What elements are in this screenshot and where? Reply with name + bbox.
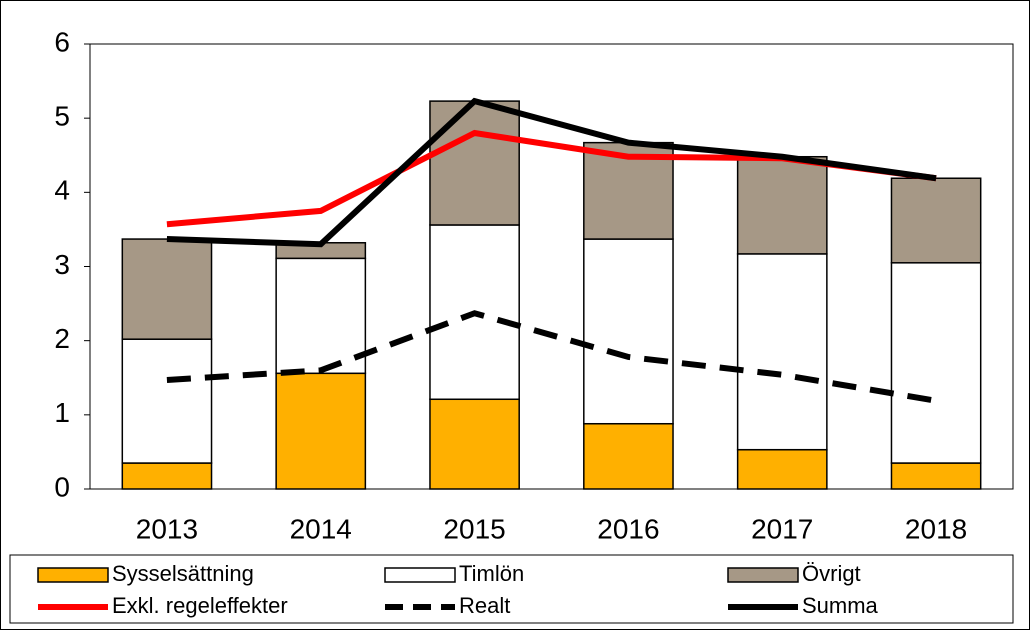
bar-segment xyxy=(736,253,828,451)
x-tick-label: 2014 xyxy=(290,513,352,544)
y-tick-label: 5 xyxy=(54,101,70,132)
y-tick-label: 4 xyxy=(54,175,70,206)
legend-swatch xyxy=(37,567,109,583)
x-tick-label: 2018 xyxy=(905,513,967,544)
legend-swatch xyxy=(384,567,456,583)
line-series xyxy=(166,310,937,404)
bar-segment xyxy=(890,462,982,490)
line-series xyxy=(166,97,937,248)
legend-frame xyxy=(9,554,1014,624)
y-tick-label: 0 xyxy=(54,471,70,502)
y-tick-label: 3 xyxy=(54,249,70,280)
bar-segment xyxy=(429,100,520,226)
x-tick-label: 2017 xyxy=(751,513,813,544)
bar-segment xyxy=(275,257,367,375)
y-tick-label: 2 xyxy=(54,323,70,354)
legend-label: Övrigt xyxy=(802,561,861,586)
legend-label: Summa xyxy=(802,593,879,618)
bar-segment xyxy=(583,422,674,490)
bar-segment xyxy=(890,177,982,264)
legend-label: Sysselsättning xyxy=(112,561,254,586)
bar-segment xyxy=(736,448,828,490)
legend-label: Timlön xyxy=(459,561,524,586)
y-tick-label: 6 xyxy=(54,26,70,57)
x-tick-label: 2015 xyxy=(443,513,505,544)
bar-segment xyxy=(275,372,367,490)
legend-label: Realt xyxy=(459,593,510,618)
bar-segment xyxy=(583,238,674,425)
bar-segment xyxy=(429,398,520,490)
x-tick-label: 2016 xyxy=(597,513,659,544)
bar-segment xyxy=(736,155,828,255)
legend-swatch xyxy=(727,567,799,583)
x-tick-label: 2013 xyxy=(136,513,198,544)
y-tick-label: 1 xyxy=(54,397,70,428)
bar-segment xyxy=(121,338,213,464)
bar-segment xyxy=(121,238,213,340)
bar-segment xyxy=(121,462,213,490)
bar-segment xyxy=(890,262,982,464)
legend-label: Exkl. regeleffekter xyxy=(112,593,288,618)
